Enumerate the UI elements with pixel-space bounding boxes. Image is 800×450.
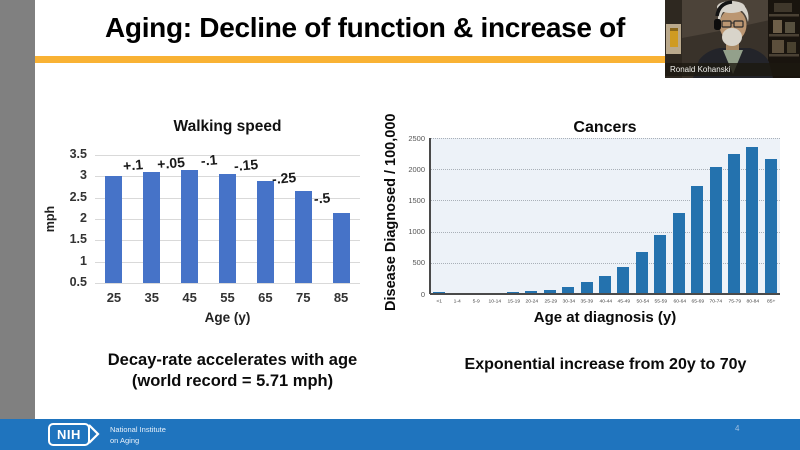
walking-delta-annotation: +.05 xyxy=(156,153,186,173)
walking-delta-annotation: -.5 xyxy=(313,189,331,207)
cancers-y-tick-label: 2500 xyxy=(408,133,425,143)
walking-delta-annotation: -.25 xyxy=(271,168,297,187)
cancers-x-tick-label: 10-14 xyxy=(488,298,502,304)
walking-y-tick-label: 3 xyxy=(80,168,87,183)
cancers-chart-title: Cancers xyxy=(573,119,637,136)
cancers-y-tick-label: 1500 xyxy=(408,195,425,205)
slide-title: Aging: Decline of function & increase of xyxy=(104,12,626,43)
cancers-x-tick-label: <1 xyxy=(436,298,443,304)
walking-caption: Decay-rate accelerates with age (world r… xyxy=(65,350,400,393)
cancers-x-tick-label: 20-24 xyxy=(525,298,539,304)
cancers-x-tick-label: 80-84 xyxy=(746,298,760,304)
walking-chart-title: Walking speed xyxy=(173,118,282,135)
cancers-x-tick-label: 55-59 xyxy=(654,298,668,304)
walking-caption-line1: Decay-rate accelerates with age xyxy=(107,351,358,369)
institute-name: National Institute on Aging xyxy=(110,424,166,447)
walking-bar xyxy=(105,176,123,283)
walking-caption-line2: (world record = 5.71 mph) xyxy=(131,372,334,391)
cancers-bar xyxy=(654,234,667,294)
cancers-x-tick-label: 1-4 xyxy=(453,298,462,304)
walking-delta-annotation: -.1 xyxy=(199,151,218,169)
cancers-x-axis-label: Age at diagnosis (y) xyxy=(533,309,677,326)
cancers-gridline xyxy=(430,262,780,264)
walking-delta-annotation: +.1 xyxy=(122,156,144,174)
walking-x-tick-label: 75 xyxy=(295,290,311,305)
walking-gridline xyxy=(95,283,360,284)
cancers-bar xyxy=(764,158,777,294)
cancers-y-tick-label: 0 xyxy=(420,289,425,299)
cancers-x-tick-label: 50-54 xyxy=(636,298,649,304)
cancers-bar xyxy=(709,167,722,294)
cancers-bar xyxy=(617,266,630,294)
cancers-plot-area xyxy=(430,138,780,294)
cancers-chart: Cancers Disease Diagnosed / 100,000 Age … xyxy=(383,85,800,335)
cancers-bar xyxy=(599,275,611,294)
institute-name-line2: on Aging xyxy=(110,436,140,446)
cancers-gridline xyxy=(430,231,780,233)
cancers-x-tick-label: 60-64 xyxy=(672,298,686,304)
cancers-bar xyxy=(727,153,740,294)
walking-bar xyxy=(143,172,161,283)
walking-x-tick-label: 55 xyxy=(220,290,235,305)
cancers-y-tick-label: 1000 xyxy=(408,227,425,237)
cancers-y-tick-label: 500 xyxy=(412,258,425,268)
walking-y-tick-label: 2.5 xyxy=(69,189,87,204)
cancers-x-tick-label: 65-69 xyxy=(691,298,705,304)
slide-page-number: 4 xyxy=(735,424,740,433)
cancers-x-tick-label: 5-9 xyxy=(472,298,480,304)
cancers-bar xyxy=(746,147,759,294)
walking-x-tick-label: 45 xyxy=(182,290,197,305)
cancers-x-tick-label: 75-79 xyxy=(728,298,741,304)
walking-y-tick-label: 1.5 xyxy=(69,232,87,247)
cancers-x-tick-label: 25-29 xyxy=(543,298,557,304)
cancers-y-axis xyxy=(429,138,431,294)
walking-y-tick-label: 0.5 xyxy=(69,275,87,289)
cancers-bar xyxy=(635,251,648,294)
walking-x-tick-label: 35 xyxy=(144,290,159,305)
walking-speed-chart: Walking speed mph Age (y) 0.5 1 1.5 2 2.5 3 3.… xyxy=(40,118,380,338)
title-underline xyxy=(35,56,800,63)
cancers-x-tick-label: 70-74 xyxy=(709,298,723,304)
walking-x-tick-label: 85 xyxy=(333,290,349,305)
cancers-bar xyxy=(691,186,704,294)
cancers-x-tick-label: 40-44 xyxy=(599,298,612,304)
cancers-x-tick-label: 45-49 xyxy=(617,298,631,304)
walking-bar xyxy=(332,212,350,283)
walking-y-tick-label: 1 xyxy=(80,253,87,268)
cancers-bar xyxy=(562,286,575,294)
walking-bar xyxy=(181,169,199,283)
cancers-x-tick-label: 85+ xyxy=(766,298,775,304)
institute-name-line1: National Institute xyxy=(110,425,166,434)
walking-delta-annotation: -.15 xyxy=(233,156,260,175)
cancers-x-tick-label: 35-39 xyxy=(580,298,594,304)
walking-x-tick-label: 25 xyxy=(106,290,122,305)
walking-bar xyxy=(294,191,312,283)
walking-bar xyxy=(256,180,274,283)
cancers-caption: Exponential increase from 20y to 70y xyxy=(464,356,747,373)
cancers-gridline xyxy=(430,138,780,139)
webcam-video[interactable]: Ronald Kohanski xyxy=(665,0,800,78)
nih-logo: NIH xyxy=(48,423,90,446)
walking-y-tick-label: 2 xyxy=(80,211,87,225)
walking-y-tick-label: 3.5 xyxy=(69,147,87,161)
cancers-x-tick-label: 30-34 xyxy=(562,298,576,304)
cancers-y-tick-label: 2000 xyxy=(408,164,425,174)
walking-gridline xyxy=(95,155,360,156)
cancers-gridline xyxy=(430,169,780,171)
participant-name-label: Ronald Kohanski xyxy=(665,63,800,76)
cancers-x-axis xyxy=(430,293,780,295)
left-gray-strip xyxy=(0,0,35,419)
walking-bar xyxy=(219,174,236,283)
cancers-bar xyxy=(543,289,556,294)
footer-bar: NIH National Institute on Aging 4 xyxy=(0,419,800,450)
cancers-bar xyxy=(525,291,538,294)
cancers-bar xyxy=(580,282,593,294)
cancers-gridline xyxy=(430,200,780,202)
cancers-bar xyxy=(672,212,685,294)
walking-x-tick-label: 65 xyxy=(258,290,273,305)
nih-chevron-icon xyxy=(88,424,100,444)
walking-x-axis-label: Age (y) xyxy=(204,310,251,325)
cancers-x-tick-label: 15-19 xyxy=(507,298,520,304)
